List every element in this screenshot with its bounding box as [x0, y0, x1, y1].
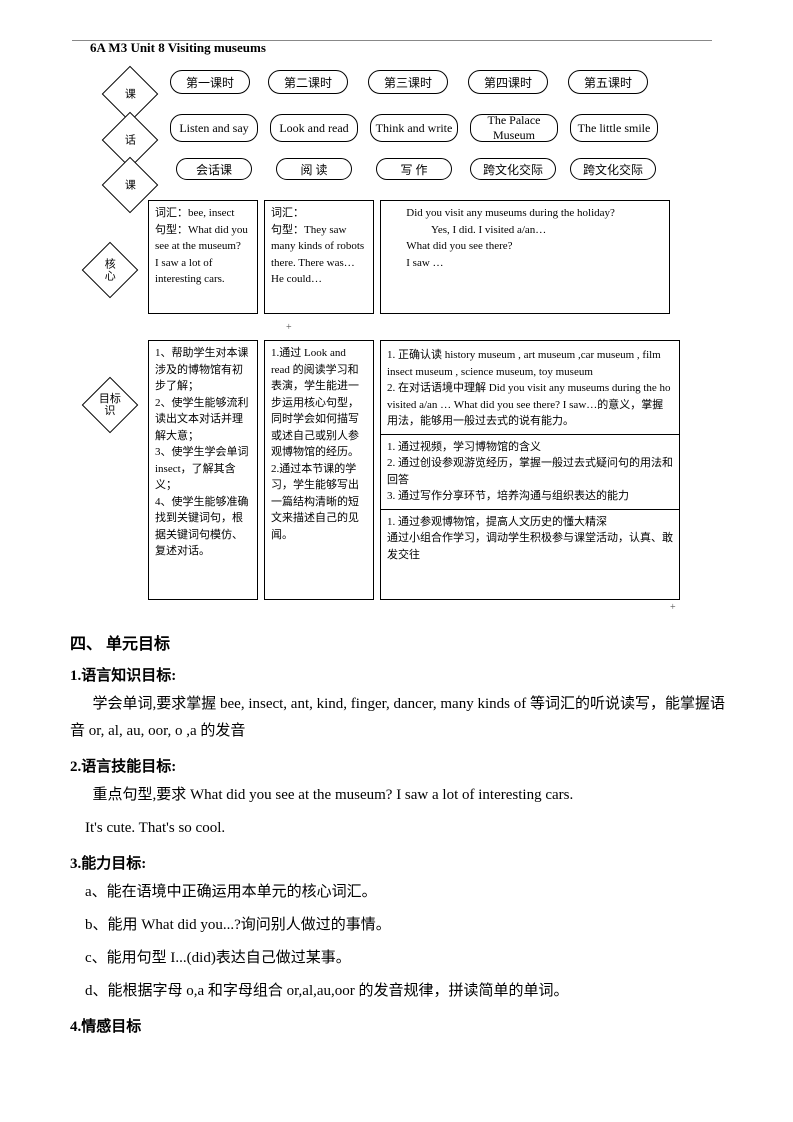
sub2-p2: It's cute. That's so cool. [70, 815, 733, 842]
unit-diagram: + + 课话课核 心目标 识第一课时第二课时第三课时第四课时第五课时Listen… [70, 60, 733, 620]
sub3-list: a、能在语境中正确运用本单元的核心词汇。 b、能用 What did you...… [70, 879, 733, 1005]
diamond-label: 目标 识 [82, 377, 139, 434]
sub3-item: a、能在语境中正确运用本单元的核心词汇。 [70, 879, 733, 906]
core-box: Did you visit any museums during the hol… [380, 200, 670, 314]
header-rule [72, 40, 712, 41]
sub3-item: b、能用 What did you...?询问别人做过的事情。 [70, 912, 733, 939]
cross-mark: + [670, 602, 676, 613]
section-heading: 四、 单元目标 [70, 630, 733, 654]
sub-heading-2: 2.语言技能目标: [70, 755, 733, 776]
cross-mark: + [286, 322, 292, 333]
page-title: 6A M3 Unit 8 Visiting museums [90, 40, 733, 56]
type-cap: 会话课 [176, 158, 252, 180]
type-cap: 阅 读 [276, 158, 352, 180]
type-cap: 写 作 [376, 158, 452, 180]
sub2-p1: 重点句型,要求 What did you see at the museum? … [70, 782, 733, 809]
topic-cap: Look and read [270, 114, 358, 142]
lesson-cap: 第四课时 [468, 70, 548, 94]
topic-cap: Listen and say [170, 114, 258, 142]
topic-cap: The Palace Museum [470, 114, 558, 142]
topic-cap: The little smile [570, 114, 658, 142]
sub-heading-4: 4.情感目标 [70, 1015, 733, 1036]
target-box: 1.通过 Look and read 的阅读学习和表演，学生能进一步运用核心句型… [264, 340, 374, 600]
target-box: 1、帮助学生对本课涉及的博物馆有初步了解； 2、使学生能够流利读出文本对话并理解… [148, 340, 258, 600]
sub1-para: 学会单词,要求掌握 bee, insect, ant, kind, finger… [70, 691, 733, 745]
sub-heading-1: 1.语言知识目标: [70, 664, 733, 685]
lesson-cap: 第五课时 [568, 70, 648, 94]
sub3-item: d、能根据字母 o,a 和字母组合 or,al,au,oor 的发音规律，拼读简… [70, 978, 733, 1005]
lesson-cap: 第一课时 [170, 70, 250, 94]
type-cap: 跨文化交际 [470, 158, 556, 180]
type-cap: 跨文化交际 [570, 158, 656, 180]
lesson-cap: 第二课时 [268, 70, 348, 94]
target-box: 1. 正确认读 history museum , art museum ,car… [380, 340, 680, 600]
core-box: 词汇： 句型：They saw many kinds of robots the… [264, 200, 374, 314]
sub3-item: c、能用句型 I...(did)表达自己做过某事。 [70, 945, 733, 972]
sub-heading-3: 3.能力目标: [70, 852, 733, 873]
topic-cap: Think and write [370, 114, 458, 142]
lesson-cap: 第三课时 [368, 70, 448, 94]
core-box: 词汇：bee, insect 句型：What did you see at th… [148, 200, 258, 314]
diamond-label: 核 心 [82, 242, 139, 299]
